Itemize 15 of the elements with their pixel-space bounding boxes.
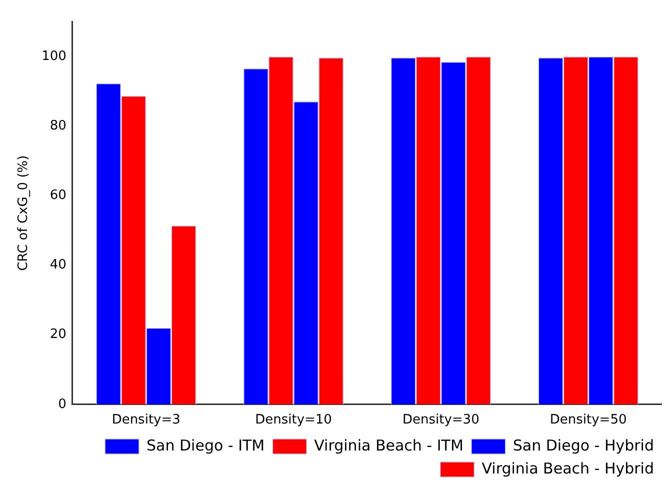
y-axis-title: CRC of CxG_0 (%) [16,155,32,271]
y-tick-label: 20 [50,327,66,342]
y-tick-label: 0 [58,396,66,412]
legend-label: San Diego - Hybrid [512,436,654,454]
legend-label: San Diego - ITM [146,436,265,454]
y-tick-label: 80 [50,118,66,134]
y-tick-label: 100 [42,48,66,64]
x-tick-label: Density=30 [402,412,480,428]
y-tick-label: 60 [50,188,66,204]
x-tick-label: Density=10 [255,412,332,428]
x-tick-label: Density=3 [112,412,180,428]
x-tick-label: Density=50 [550,412,627,428]
legend-label: Virginia Beach - ITM [314,436,464,454]
legend-label: Virginia Beach - Hybrid [482,459,654,478]
y-tick-label: 40 [50,258,66,273]
